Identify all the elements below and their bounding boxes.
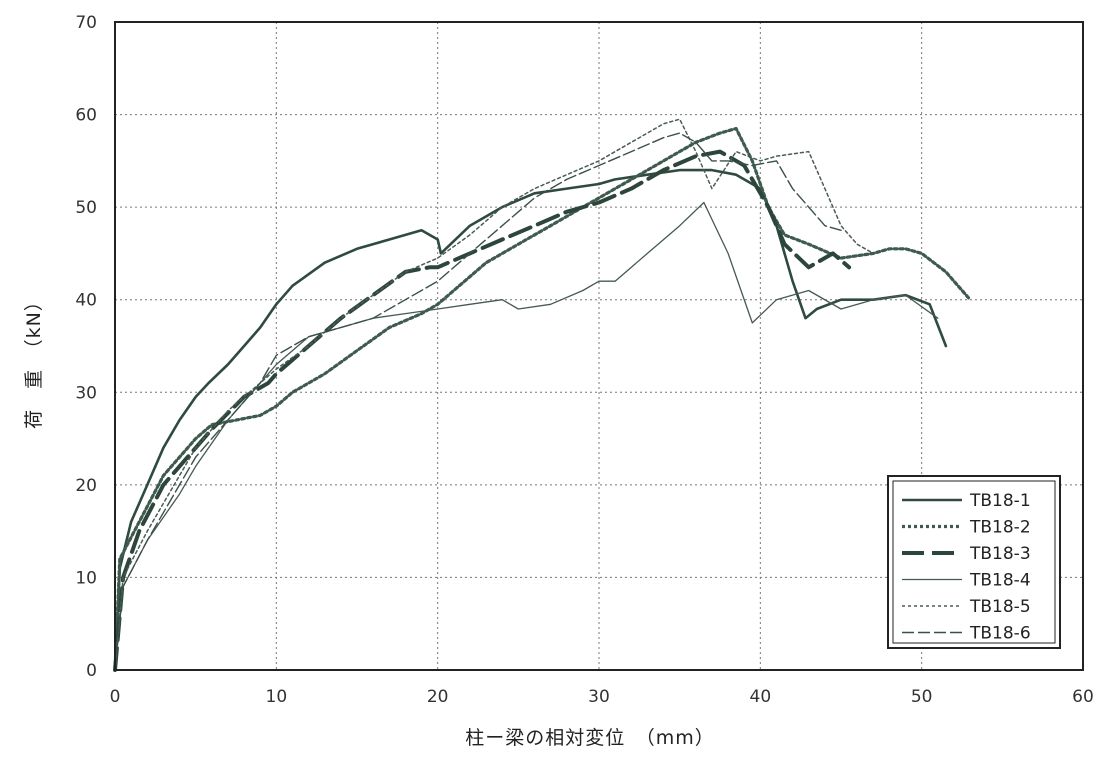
y-tick-label: 70 <box>75 13 97 33</box>
legend-label: TB18-4 <box>969 571 1031 591</box>
y-tick-label: 30 <box>75 383 97 403</box>
legend-label: TB18-6 <box>969 624 1031 644</box>
x-tick-label: 10 <box>266 687 288 707</box>
y-axis-title: 荷 重 （kN） <box>23 291 45 429</box>
y-tick-label: 10 <box>75 568 97 588</box>
legend-label: TB18-2 <box>969 518 1031 538</box>
series-line-tb18-4 <box>114 201 939 671</box>
x-tick-label: 50 <box>911 687 933 707</box>
series-line-tb18-6 <box>114 132 842 671</box>
x-tick-labels: 0 10 20 30 40 50 60 <box>110 687 1094 707</box>
series-line-tb18-5 <box>114 118 875 671</box>
x-tick-label: 60 <box>1072 687 1094 707</box>
legend-label: TB18-3 <box>969 544 1031 564</box>
legend: TB18-1 TB18-2 TB18-3 TB18-4 TB18-5 TB18-6 <box>887 475 1061 649</box>
x-tick-label: 30 <box>588 687 610 707</box>
y-tick-labels: 0 10 20 30 40 50 60 70 <box>75 13 97 681</box>
x-axis-title: 柱ー梁の相対変位 （mm） <box>465 727 715 749</box>
plot-frame <box>114 21 1084 671</box>
series-layer <box>113 118 972 672</box>
y-tick-label: 40 <box>75 291 97 311</box>
series-line-tb18-1 <box>113 168 948 672</box>
x-tick-label: 0 <box>110 687 121 707</box>
legend-box <box>887 475 1061 649</box>
series-line-tb18-3 <box>113 149 852 672</box>
x-tick-label: 20 <box>427 687 449 707</box>
legend-items: TB18-1 TB18-2 TB18-3 TB18-4 TB18-5 TB18-6 <box>902 491 1031 644</box>
legend-inner-box <box>892 480 1056 644</box>
y-tick-label: 60 <box>75 106 97 126</box>
legend-label: TB18-5 <box>969 597 1031 617</box>
y-tick-label: 20 <box>75 476 97 496</box>
y-tick-label: 50 <box>75 198 97 218</box>
series-line-tb18-2 <box>113 126 972 672</box>
legend-label: TB18-1 <box>969 491 1031 511</box>
x-tick-label: 40 <box>750 687 772 707</box>
y-tick-label: 0 <box>86 661 97 681</box>
